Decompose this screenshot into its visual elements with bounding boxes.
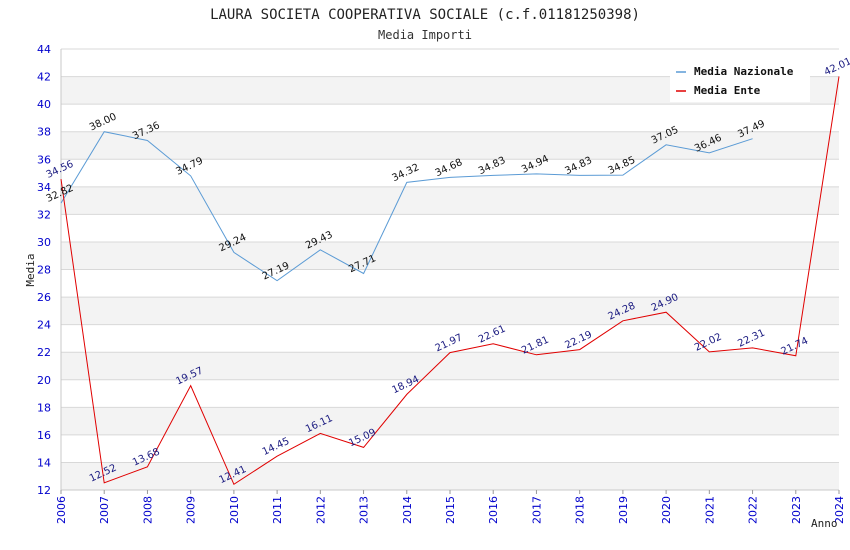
chart-title: LAURA SOCIETA COOPERATIVA SOCIALE (c.f.0…: [210, 7, 640, 23]
y-tick-label: 40: [37, 98, 51, 111]
x-tick-label: 2019: [617, 496, 630, 524]
grid-band: [61, 241, 839, 270]
y-tick-label: 18: [37, 401, 51, 414]
x-tick-label: 2013: [358, 496, 371, 524]
y-tick-labels: 12 14 16 18 20 22 24 26 28 30 32 34 36 38 40 42 44: [37, 43, 51, 497]
x-tick-label: 2011: [271, 496, 284, 524]
grid-band: [61, 352, 839, 380]
x-tick-label: 2024: [833, 496, 846, 524]
y-tick-label: 16: [37, 429, 51, 442]
y-tick-label: 38: [37, 126, 51, 139]
y-tick-label: 12: [37, 484, 51, 497]
series-lines: [60, 76, 840, 486]
y-tick-label: 42: [37, 71, 51, 84]
legend-label-media-nazionale: Media Nazionale: [694, 65, 794, 78]
grid-band: [61, 186, 839, 215]
grid-bands: [61, 49, 839, 490]
x-tick-label: 2021: [703, 496, 716, 524]
series-line-media-nazionale: [60, 131, 753, 282]
legend-background: [670, 60, 810, 102]
grid-band: [61, 131, 839, 160]
grid-band: [61, 269, 839, 298]
grid-band: [61, 297, 839, 325]
y-tick-label: 32: [37, 208, 51, 221]
x-tick-labels: 2006 2007 2008 2009 2010 2011 2012 2013 2014 2015…: [55, 496, 846, 524]
grid-band: [61, 104, 839, 132]
x-tick-label: 2017: [530, 496, 543, 524]
grid-band: [61, 159, 839, 187]
x-tick-label: 2015: [444, 496, 457, 524]
axes: [60, 49, 840, 494]
y-tick-label: 44: [37, 43, 51, 56]
y-tick-label: 28: [37, 264, 51, 277]
chart-subtitle: Media Importi: [378, 28, 472, 42]
grid-band: [61, 462, 839, 490]
y-tick-label: 22: [37, 346, 51, 359]
x-tick-label: 2008: [141, 496, 154, 524]
gridlines: [61, 48, 839, 491]
legend-label-media-ente: Media Ente: [694, 84, 761, 97]
y-tick-label: 30: [37, 236, 51, 249]
y-tick-label: 20: [37, 374, 51, 387]
x-tick-label: 2016: [487, 496, 500, 524]
x-tick-label: 2022: [747, 496, 760, 524]
y-tick-label: 34: [37, 181, 51, 194]
y-tick-label: 26: [37, 291, 51, 304]
y-tick-label: 24: [37, 319, 51, 332]
x-axis-label: Anno: [811, 517, 838, 530]
x-tick-label: 2006: [55, 496, 68, 524]
legend: Media Nazionale Media Ente: [670, 60, 810, 102]
grid-band: [61, 434, 839, 463]
y-axis-label: Media: [24, 253, 37, 286]
x-tick-label: 2007: [98, 496, 111, 524]
grid-band: [61, 214, 839, 242]
x-tick-label: 2014: [401, 496, 414, 524]
y-tick-label: 36: [37, 153, 51, 166]
x-tick-label: 2020: [660, 496, 673, 524]
x-tick-label: 2012: [314, 496, 327, 524]
x-tick-label: 2010: [228, 496, 241, 524]
series-line-media-ente: [60, 76, 840, 486]
x-tick-label: 2018: [574, 496, 587, 524]
x-tick-label: 2023: [790, 496, 803, 524]
grid-band: [61, 324, 839, 353]
grid-band: [61, 407, 839, 435]
y-tick-label: 14: [37, 456, 51, 469]
grid-band: [61, 379, 839, 408]
x-tick-label: 2009: [185, 496, 198, 524]
